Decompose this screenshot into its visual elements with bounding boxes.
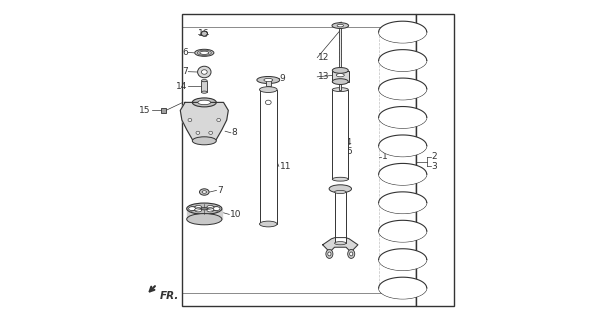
Ellipse shape bbox=[202, 80, 207, 82]
Ellipse shape bbox=[189, 207, 196, 211]
Text: 10: 10 bbox=[230, 210, 241, 219]
Text: 8: 8 bbox=[232, 128, 237, 137]
Polygon shape bbox=[180, 102, 228, 141]
Polygon shape bbox=[323, 237, 358, 252]
Ellipse shape bbox=[329, 185, 352, 193]
Text: 7: 7 bbox=[217, 186, 223, 195]
Bar bbox=[415, 14, 454, 306]
Ellipse shape bbox=[207, 208, 214, 212]
Ellipse shape bbox=[198, 100, 211, 105]
Text: 13: 13 bbox=[318, 72, 329, 81]
Ellipse shape bbox=[217, 118, 220, 122]
Bar bbox=[335, 192, 346, 243]
Text: 3: 3 bbox=[431, 162, 437, 171]
Ellipse shape bbox=[379, 249, 427, 270]
Ellipse shape bbox=[209, 131, 213, 134]
Ellipse shape bbox=[192, 137, 216, 145]
Ellipse shape bbox=[192, 98, 216, 107]
Ellipse shape bbox=[332, 177, 348, 181]
Bar bbox=[339, 22, 341, 90]
Text: 11: 11 bbox=[280, 162, 291, 171]
Ellipse shape bbox=[326, 250, 333, 259]
Ellipse shape bbox=[187, 214, 222, 225]
Text: 5: 5 bbox=[346, 147, 352, 156]
Text: 15: 15 bbox=[139, 106, 151, 115]
Ellipse shape bbox=[379, 192, 427, 213]
Ellipse shape bbox=[196, 131, 200, 134]
Ellipse shape bbox=[194, 49, 214, 56]
Bar bbox=[332, 90, 348, 179]
Ellipse shape bbox=[259, 221, 277, 227]
Ellipse shape bbox=[337, 24, 343, 27]
Ellipse shape bbox=[265, 100, 271, 105]
Ellipse shape bbox=[332, 23, 349, 28]
Bar bbox=[161, 108, 166, 113]
Text: 12: 12 bbox=[318, 53, 329, 62]
Ellipse shape bbox=[335, 242, 346, 245]
Ellipse shape bbox=[194, 205, 202, 209]
Ellipse shape bbox=[207, 205, 214, 209]
Ellipse shape bbox=[201, 31, 207, 36]
Ellipse shape bbox=[348, 250, 355, 259]
Text: 4: 4 bbox=[346, 138, 352, 147]
Text: 14: 14 bbox=[176, 82, 188, 91]
Ellipse shape bbox=[200, 51, 209, 54]
Text: 16: 16 bbox=[198, 29, 209, 38]
Ellipse shape bbox=[332, 79, 348, 84]
Ellipse shape bbox=[264, 78, 272, 82]
Text: 1: 1 bbox=[382, 152, 388, 161]
Ellipse shape bbox=[200, 189, 209, 195]
Ellipse shape bbox=[202, 191, 206, 193]
Polygon shape bbox=[187, 209, 222, 219]
Ellipse shape bbox=[379, 107, 427, 128]
Ellipse shape bbox=[202, 70, 207, 74]
Bar bbox=[332, 71, 349, 82]
Ellipse shape bbox=[379, 164, 427, 185]
Bar bbox=[259, 90, 277, 224]
Ellipse shape bbox=[379, 277, 427, 299]
Ellipse shape bbox=[213, 207, 220, 211]
Text: 7: 7 bbox=[182, 67, 188, 76]
Ellipse shape bbox=[332, 88, 348, 92]
Bar bbox=[182, 14, 415, 306]
Text: 6: 6 bbox=[182, 48, 188, 57]
Ellipse shape bbox=[328, 252, 331, 256]
Ellipse shape bbox=[188, 118, 192, 122]
Bar bbox=[202, 81, 207, 92]
Ellipse shape bbox=[379, 220, 427, 242]
Ellipse shape bbox=[350, 252, 353, 256]
Ellipse shape bbox=[201, 207, 207, 210]
Text: FR.: FR. bbox=[160, 291, 179, 301]
Ellipse shape bbox=[379, 50, 427, 71]
Bar bbox=[266, 79, 271, 86]
Ellipse shape bbox=[259, 87, 277, 92]
Text: 9: 9 bbox=[280, 74, 285, 83]
Ellipse shape bbox=[194, 208, 202, 212]
Ellipse shape bbox=[336, 74, 345, 77]
Ellipse shape bbox=[379, 21, 427, 43]
Ellipse shape bbox=[197, 66, 211, 78]
Text: 2: 2 bbox=[431, 152, 437, 161]
Ellipse shape bbox=[332, 68, 348, 73]
Ellipse shape bbox=[257, 76, 280, 84]
Ellipse shape bbox=[379, 78, 427, 100]
Ellipse shape bbox=[202, 91, 207, 93]
Ellipse shape bbox=[379, 135, 427, 156]
Ellipse shape bbox=[335, 190, 346, 194]
Ellipse shape bbox=[187, 203, 222, 214]
